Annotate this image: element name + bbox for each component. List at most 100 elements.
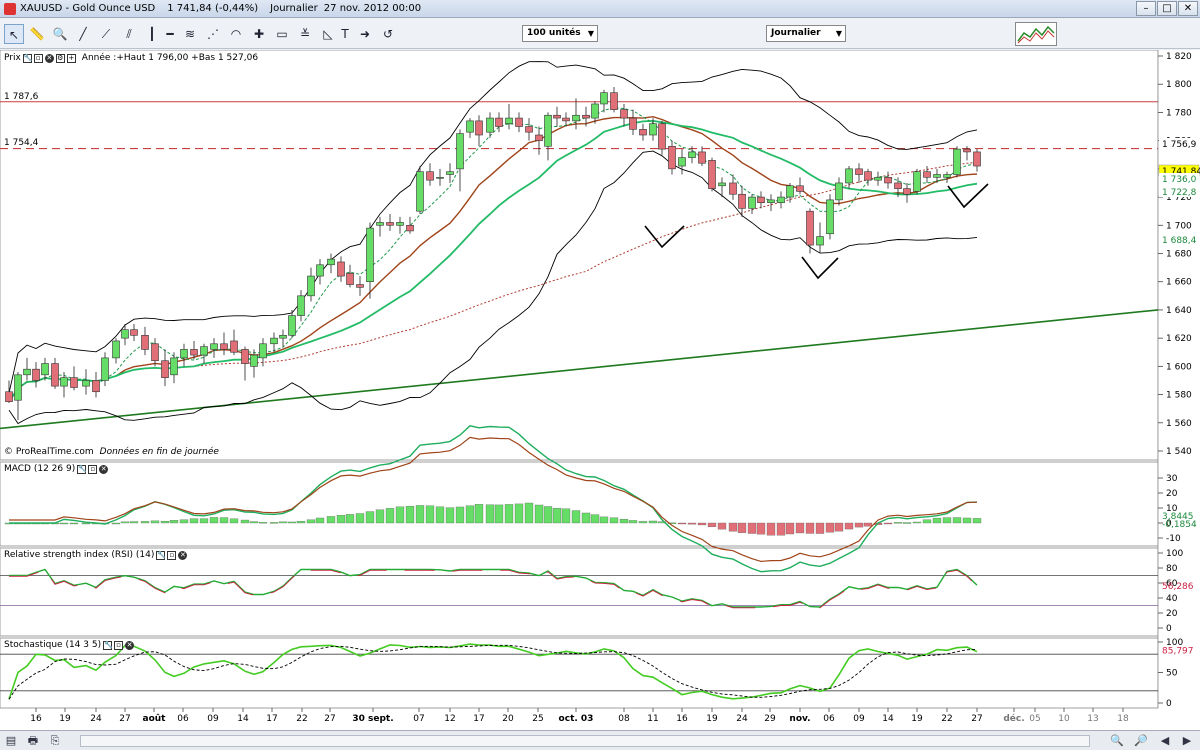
bullish-candle <box>544 114 552 147</box>
chart-style-icon[interactable] <box>1015 22 1057 46</box>
erase-tool-icon[interactable]: ↺ <box>382 27 394 41</box>
bearish-candle <box>525 126 533 133</box>
price-badge: 1 688,4 <box>1162 236 1197 246</box>
macd-histogram-bar <box>776 522 786 536</box>
bullish-candle <box>572 114 580 122</box>
bearish-candle <box>855 168 863 175</box>
bearish-candle <box>51 363 59 387</box>
scroll-left-icon[interactable]: ◀ <box>1160 734 1170 747</box>
bollinger-lower-band <box>8 150 978 425</box>
bearish-candle <box>708 160 716 189</box>
macd-histogram-bar <box>534 504 544 524</box>
triangle-tool-icon[interactable]: ◺ <box>323 27 333 41</box>
close-panel-icon[interactable]: ✕ <box>44 53 54 63</box>
macd-histogram-bar <box>269 522 279 524</box>
arrow-tool-icon[interactable]: ➜ <box>359 27 371 41</box>
wrench-icon[interactable]: 🔧 <box>77 464 87 474</box>
wrench-icon[interactable]: 🔧 <box>103 640 113 650</box>
bearish-candle <box>729 182 737 195</box>
drawing-toolbar: ↖ 📏 🔍 ╱ ⟋ ⫽ ┃ ━ ≋ ⋰ ◠ ✚ ▭ ≚ ◺ T ➜ ↺ 100 … <box>0 19 1200 49</box>
line-tool-icon[interactable]: ╱ <box>79 27 87 41</box>
macd-histogram-bar <box>863 522 873 527</box>
macd-histogram-bar <box>815 522 825 534</box>
scroll-right-icon[interactable]: ▶ <box>1182 734 1192 747</box>
rsi-axis-label: 40 <box>1166 594 1178 604</box>
close-panel-icon[interactable]: ✕ <box>99 464 109 474</box>
arc-tool-icon[interactable]: ◠ <box>230 27 242 41</box>
macd-histogram-bar <box>199 518 209 524</box>
print-icon[interactable]: 🖶 <box>27 734 39 747</box>
macd-histogram-bar <box>795 522 805 534</box>
fibonacci-tool-icon[interactable]: ≋ <box>184 27 196 41</box>
macd-histogram-bar <box>169 520 179 524</box>
price-badge: 1 722,8 <box>1162 188 1197 198</box>
macd-histogram-bar <box>296 521 306 524</box>
retracement-tool-icon[interactable]: ≚ <box>299 27 311 41</box>
bullish-candle <box>816 236 824 246</box>
price-badge-bg <box>1159 173 1199 184</box>
bullish-candle <box>678 157 686 167</box>
rsi-axis-label: 0 <box>1166 624 1172 634</box>
minimize-button[interactable]: – <box>1136 1 1156 16</box>
channel-tool-icon[interactable]: ⫽ <box>126 27 132 41</box>
copy-icon[interactable]: ⎘ <box>50 734 60 747</box>
window-icon[interactable]: ▫ <box>114 640 124 650</box>
close-panel-icon[interactable]: ✕ <box>125 640 135 650</box>
vertical-line-tool-icon[interactable]: ┃ <box>148 27 156 41</box>
x-axis-label: 27 <box>324 714 335 724</box>
price-axis-label: 1 540 <box>1166 447 1192 457</box>
bullish-candle <box>446 171 454 175</box>
price-axis-label: 1 560 <box>1166 419 1192 429</box>
cross-tool-icon[interactable]: ✚ <box>253 27 265 41</box>
trendline-tool-icon[interactable]: ⟋ <box>101 27 111 41</box>
bullish-candle <box>953 148 961 175</box>
settings-icon[interactable]: ⚙ <box>55 53 65 63</box>
units-select[interactable]: 100 unités ▼ <box>522 25 598 42</box>
macd-histogram-bar <box>494 504 504 524</box>
bearish-candle <box>963 148 971 153</box>
window-icon[interactable]: ▫ <box>33 53 43 63</box>
zoom-tool-icon[interactable]: 🔍 <box>52 27 68 41</box>
fan-tool-icon[interactable]: ⋰ <box>207 27 219 41</box>
ruler-tool-icon[interactable]: 📏 <box>29 27 45 41</box>
rectangle-tool-icon[interactable]: ▭ <box>276 27 288 41</box>
window-icon[interactable]: ▫ <box>88 464 98 474</box>
maximize-button[interactable]: □ <box>1157 1 1177 16</box>
x-axis-label: 07 <box>413 714 424 724</box>
price-axis-label: 1 720 <box>1166 193 1192 203</box>
pattern-annotation <box>644 225 685 249</box>
horizontal-line-tool-icon[interactable]: ━ <box>166 27 174 41</box>
export-icon[interactable]: ▤ <box>5 734 17 747</box>
bullish-candle <box>121 329 129 339</box>
period-select[interactable]: Journalier ▼ <box>766 25 846 42</box>
bearish-candle <box>582 114 590 119</box>
zoom-in-icon[interactable]: 🔎 <box>1134 734 1148 747</box>
close-button[interactable]: ✕ <box>1178 1 1198 16</box>
bullish-candle <box>748 196 756 209</box>
close-panel-icon[interactable]: ✕ <box>178 550 188 560</box>
price-axis-label: 1 680 <box>1166 250 1192 260</box>
macd-histogram-bar <box>345 514 355 524</box>
window-icon[interactable]: ▫ <box>167 550 177 560</box>
bearish-candle <box>161 360 169 378</box>
zoom-out-icon[interactable]: 🔍 <box>1110 734 1124 747</box>
text-tool-icon[interactable]: T <box>341 27 349 41</box>
pointer-tool-icon[interactable]: ↖ <box>4 24 24 44</box>
x-axis-label: 06 <box>823 714 835 724</box>
rsi-axis-label: 100 <box>1166 549 1183 559</box>
stoch-axis-label: 0 <box>1166 699 1172 709</box>
add-icon[interactable]: + <box>66 53 76 63</box>
bullish-candle <box>250 354 258 367</box>
macd-histogram-bar <box>638 521 648 524</box>
bullish-candle <box>270 337 278 345</box>
macd-axis-label: 30 <box>1166 474 1178 484</box>
wrench-icon[interactable]: 🔧 <box>22 53 33 63</box>
bullish-candle <box>505 117 513 125</box>
wrench-icon[interactable]: 🔧 <box>156 550 167 560</box>
horizontal-scrollbar[interactable] <box>80 735 1090 747</box>
bullish-candle <box>259 343 267 359</box>
bullish-candle <box>14 374 22 401</box>
x-axis-label: 06 <box>177 714 189 724</box>
